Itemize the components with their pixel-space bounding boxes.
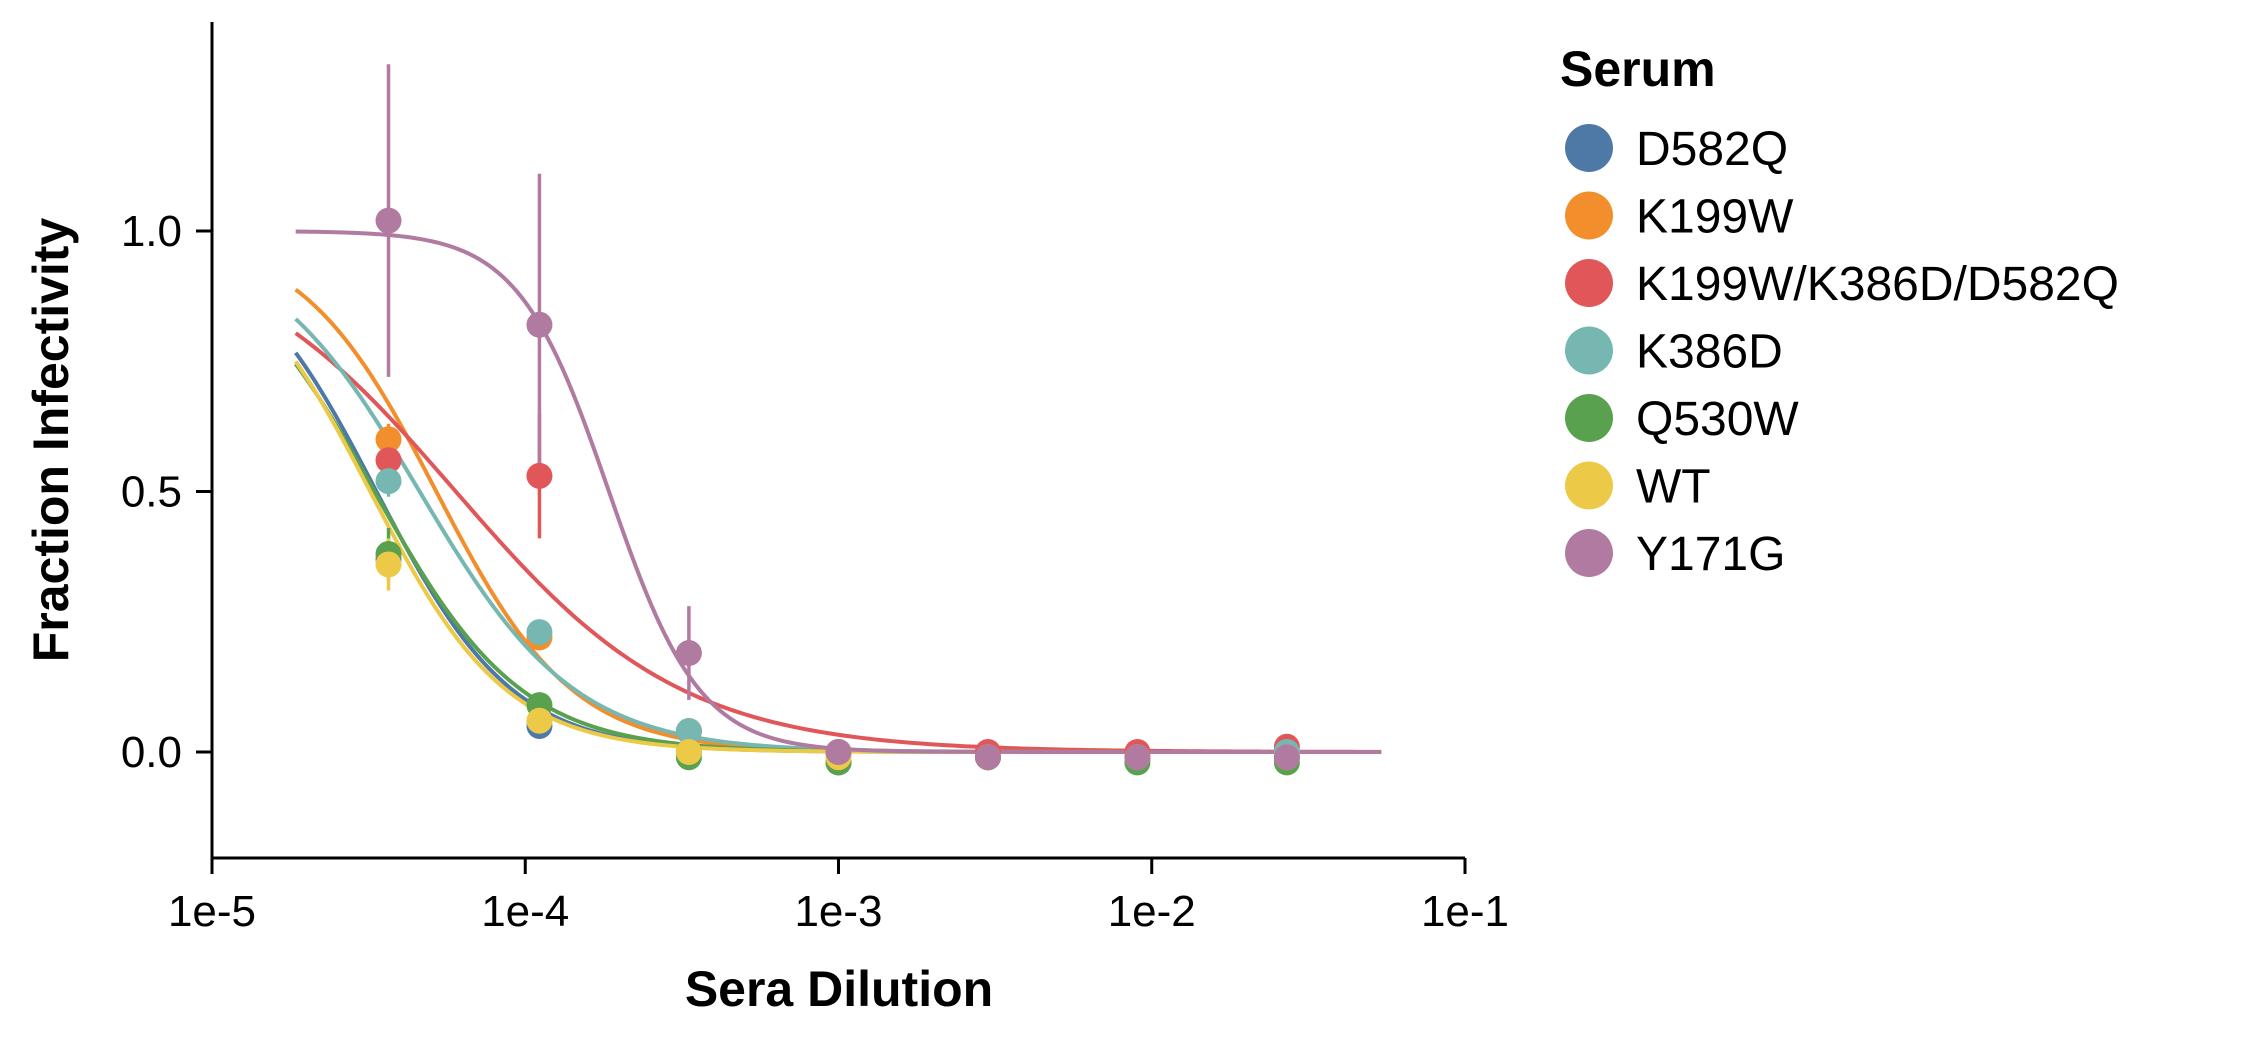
axes: 1e-5 1e-4 1e-3 1e-2 1e-1 0.0 0.5 1.0	[121, 22, 1509, 936]
legend-label: D582Q	[1636, 123, 1788, 176]
fit-curve-K199W/K386D/D582Q	[294, 331, 1382, 754]
x-tick-label: 1e-2	[1108, 887, 1196, 936]
legend-marker	[1565, 326, 1613, 375]
data-point	[675, 718, 702, 745]
legend-marker	[1565, 529, 1613, 577]
legend-label: K199W/K386D/D582Q	[1636, 258, 2119, 311]
data-point	[375, 551, 402, 578]
data-point	[825, 739, 852, 765]
legend-marker	[1565, 259, 1613, 307]
legend-label: K386D	[1636, 326, 1783, 379]
y-tick-label: 0.0	[121, 728, 182, 777]
data-point	[526, 462, 553, 489]
legend-label: K199W	[1636, 191, 1794, 244]
data-point	[375, 468, 402, 495]
legend-title: Serum	[1560, 41, 1716, 97]
x-tick-label: 1e-4	[481, 887, 569, 936]
fit-curve-K199W	[294, 287, 1382, 754]
legend-marker	[1565, 394, 1613, 442]
data-point	[675, 640, 702, 667]
data-point	[526, 619, 553, 646]
y-axis-title: Fraction Infectivity	[23, 218, 79, 663]
y-tick-label: 0.5	[121, 468, 182, 517]
legend-marker	[1565, 191, 1613, 240]
fit-curves	[294, 229, 1382, 754]
data-point	[526, 311, 553, 338]
x-axis-title: Sera Dilution	[685, 961, 993, 1017]
data-point	[1124, 744, 1151, 771]
legend-label: WT	[1636, 461, 1711, 514]
data-point	[1273, 744, 1300, 771]
legend: Serum D582Q K199W K199W/K386D/D582Q K386D Q5…	[1560, 41, 2119, 581]
data-point	[526, 707, 553, 734]
x-tick-label: 1e-1	[1421, 887, 1509, 936]
legend-label: Q530W	[1636, 393, 1799, 446]
data-point	[375, 447, 402, 474]
legend-marker	[1565, 461, 1613, 510]
data-point	[375, 426, 402, 453]
legend-label: Y171G	[1636, 528, 1785, 581]
legend-marker	[1565, 124, 1613, 172]
data-point	[974, 744, 1001, 771]
x-tick-label: 1e-3	[794, 887, 882, 936]
y-tick-label: 1.0	[121, 207, 182, 256]
data-point	[675, 739, 702, 765]
data-point	[375, 207, 402, 234]
x-tick-label: 1e-5	[168, 887, 256, 936]
data-points	[375, 207, 1300, 776]
